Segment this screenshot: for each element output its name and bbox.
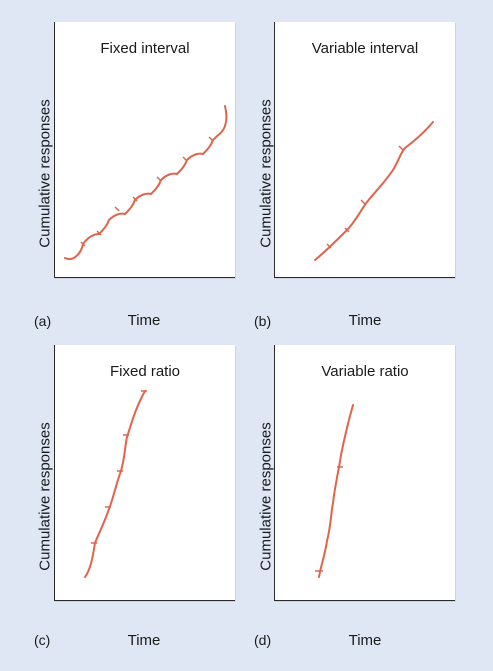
x-axis-label: Time xyxy=(127,632,161,649)
reinforcement-tick xyxy=(398,145,404,151)
reinforcement-tick xyxy=(114,206,120,212)
panel-variable-interval: Variable interval xyxy=(274,22,455,278)
panel-title: Fixed interval xyxy=(100,40,190,57)
panel-tag: (a) xyxy=(34,313,52,329)
panel-title: Variable interval xyxy=(311,40,419,57)
panel-tag: (b) xyxy=(254,313,272,329)
reinforcement-tick xyxy=(156,176,162,182)
curve-variable-ratio xyxy=(315,404,354,578)
y-axis-label: Cumulative responses xyxy=(257,99,275,248)
panel-variable-ratio: Variable ratio xyxy=(274,345,455,601)
response-curve xyxy=(64,105,228,260)
reinforcement-tick xyxy=(208,136,214,142)
y-axis-label: Cumulative responses xyxy=(36,99,54,248)
reinforcement-tick xyxy=(132,196,138,202)
panel-fixed-interval: Fixed interval xyxy=(54,22,235,278)
panel-title: Variable ratio xyxy=(321,363,409,380)
response-curve xyxy=(318,404,354,578)
x-axis-label: Time xyxy=(127,312,161,329)
x-axis-label: Time xyxy=(348,312,382,329)
x-axis-label: Time xyxy=(348,632,382,649)
reinforcement-tick xyxy=(344,227,350,233)
panel-title: Fixed ratio xyxy=(109,363,181,380)
reinforcement-tick xyxy=(80,241,86,247)
y-axis-label: Cumulative responses xyxy=(257,422,275,571)
curve-fixed-interval xyxy=(64,105,228,260)
reinforcement-tick xyxy=(182,156,188,162)
panel-tag: (d) xyxy=(254,632,272,648)
curve-fixed-ratio xyxy=(84,390,147,578)
y-axis-label: Cumulative responses xyxy=(36,422,54,571)
response-curve xyxy=(314,121,434,261)
panel-tag: (c) xyxy=(34,632,51,648)
panel-fixed-ratio: Fixed ratio xyxy=(54,345,235,601)
reinforcement-tick xyxy=(326,243,332,249)
reinforcement-tick xyxy=(96,230,102,236)
reinforcement-tick xyxy=(360,199,366,205)
curve-variable-interval xyxy=(314,121,434,261)
response-curve xyxy=(84,390,146,578)
